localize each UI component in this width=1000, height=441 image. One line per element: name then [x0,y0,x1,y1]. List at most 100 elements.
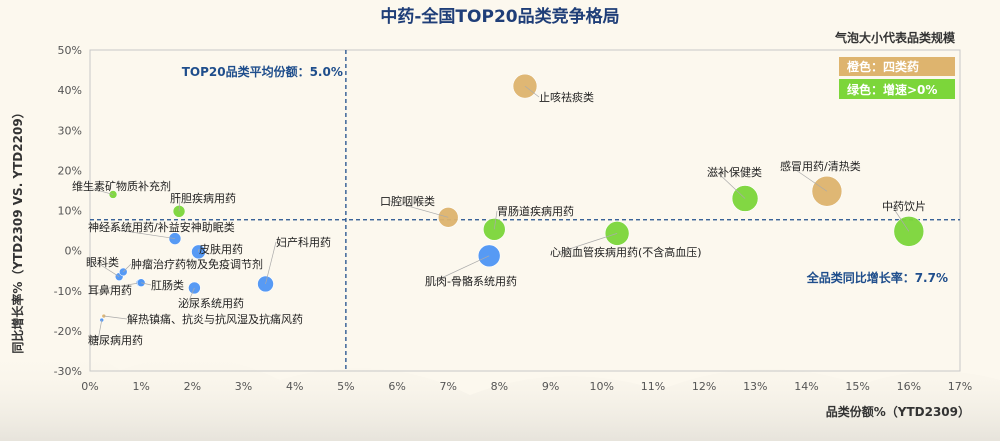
bubble-point[interactable]: 肌肉-骨骼系统用药 [425,244,517,288]
bubble-point[interactable]: 维生素矿物质补充剂 [72,179,171,199]
legend-green-swatch [839,79,955,99]
bubble-point[interactable]: 止咳祛痰类 [512,73,594,104]
bubble-point[interactable]: 中药饮片 [882,200,926,247]
plot-frame [89,49,961,372]
bubble-label: 眼科类 [86,255,119,269]
x-tick-label: 9% [542,380,559,393]
bubble-label: 糖尿病用药 [88,333,143,347]
leader-line [493,210,498,230]
bubble-point[interactable]: 耳鼻用药 [88,278,145,297]
bubble-label: 维生素矿物质补充剂 [72,179,171,193]
x-tick-label: 10% [590,380,614,393]
leader-line [187,287,195,304]
avg-growth-label: 全品类同比增长率：7.7% [806,270,948,285]
bubble-point[interactable]: 神经系统用药/补益安神助眠类 [88,220,235,245]
y-tick-label: -30% [54,365,82,378]
leader-line [389,200,449,218]
bubble-label: 肝胆疾病用药 [170,191,236,205]
y-tick-label: 0% [65,245,82,258]
bubble-label: 止咳祛痰类 [539,90,594,104]
x-tick-label: 4% [286,380,303,393]
leader-line [524,85,540,98]
bubble-label: 皮肤用药 [199,242,243,256]
leader-line [891,205,910,232]
bubble-point[interactable]: 妇产科用药 [257,235,331,293]
x-tick-label: 11% [641,380,665,393]
x-tick-label: 17% [948,380,972,393]
leader-line [103,315,128,320]
bubble-point[interactable]: 胃肠道疾病用药 [482,204,574,241]
bubble-point[interactable]: 泌尿系统用药 [178,281,244,310]
bubble-point[interactable]: 解热镇痛、抗炎与抗风湿及抗痛风药 [101,312,303,326]
bubble-label: 解热镇痛、抗炎与抗风湿及抗痛风药 [127,312,303,326]
bubble-label: 口腔咽喉类 [380,194,435,208]
bubble-label: 滋补保健类 [707,165,762,179]
bubble-point[interactable]: 心脑血管疾病用药(不含高血压) [550,221,702,259]
leader-line [716,171,746,199]
leader-line [81,185,114,195]
x-tick-label: 1% [132,380,149,393]
bubble-label: 耳鼻用药 [88,283,132,297]
bubble-point[interactable]: 肿瘤治疗药物及免疫调节剂 [118,257,263,277]
legend-orange-swatch [839,57,955,76]
bubble-point[interactable]: 皮肤用药 [191,242,243,260]
leader-line [95,261,120,278]
x-tick-label: 15% [845,380,869,393]
bubble-label: 中药饮片 [882,200,926,213]
bubble-label: 肿瘤治疗药物及免疫调节剂 [131,257,263,271]
avg-share-label: TOP20品类平均份额：5.0% [182,64,343,79]
x-tick-label: 0% [81,380,98,393]
bubble-point[interactable]: 肛肠类 [136,278,184,292]
y-axis-title: 同比增长率%（YTD2309 VS. YTD2209） [10,106,25,353]
leader-line [97,226,176,239]
background-mountains [0,347,1000,441]
leader-line [141,282,152,286]
bubble-label: 泌尿系统用药 [178,297,244,310]
x-tick-label: 2% [184,380,201,393]
x-tick-label: 12% [692,380,716,393]
x-tick-label: 6% [388,380,405,393]
leader-line [198,248,200,252]
x-tick-label: 13% [743,380,767,393]
bubble-label: 胃肠道疾病用药 [497,204,574,218]
y-tick-label: 50% [58,44,82,57]
leader-line [178,197,181,212]
legend: 橙色：四类药 绿色：增速>0% [839,57,955,99]
leader-line [123,263,132,273]
y-tick-label: -20% [54,325,82,338]
chart-title: 中药-全国TOP20品类竞争格局 [380,6,619,27]
bubble-point[interactable]: 糖尿病用药 [88,317,143,347]
y-tick-label: 10% [58,205,82,218]
x-tick-label: 8% [491,380,508,393]
bubble-label: 感冒用药/清热类 [780,159,861,173]
bubble-label: 肛肠类 [151,278,184,292]
y-tick-label: 40% [58,84,82,97]
x-tick-label: 14% [794,380,818,393]
bubble-point[interactable]: 口腔咽喉类 [380,194,459,228]
bubble-size-note: 气泡大小代表品类规模 [834,30,956,45]
leader-line [789,165,828,192]
bubble-label: 心脑血管疾病用药(不含高血压) [550,245,702,259]
x-tick-label: 16% [897,380,921,393]
y-tick-label: 20% [58,164,82,177]
leader-line [434,255,490,282]
legend-orange-label: 橙色：四类药 [847,59,919,74]
bubble-label: 肌肉-骨骼系统用药 [425,274,517,288]
x-axis-title: 品类份额%（YTD2309） [826,404,970,419]
leader-line [559,233,618,253]
bubble-label: 妇产科用药 [276,235,331,249]
x-tick-label: 7% [440,380,457,393]
bubble-label: 神经系统用药/补益安神助眠类 [88,220,235,234]
x-tick-label: 5% [337,380,354,393]
leader-line [97,319,103,341]
y-tick-label: -10% [54,285,82,298]
bubble-point[interactable]: 感冒用药/清热类 [780,159,861,207]
x-tick-label: 3% [235,380,252,393]
bubble-point[interactable]: 眼科类 [86,255,124,282]
bubble-point[interactable]: 肝胆疾病用药 [170,191,236,218]
legend-green-label: 绿色：增速>0% [847,82,937,97]
bubble-point[interactable]: 滋补保健类 [707,165,762,212]
leader-line [97,282,141,291]
leader-line [265,241,277,285]
